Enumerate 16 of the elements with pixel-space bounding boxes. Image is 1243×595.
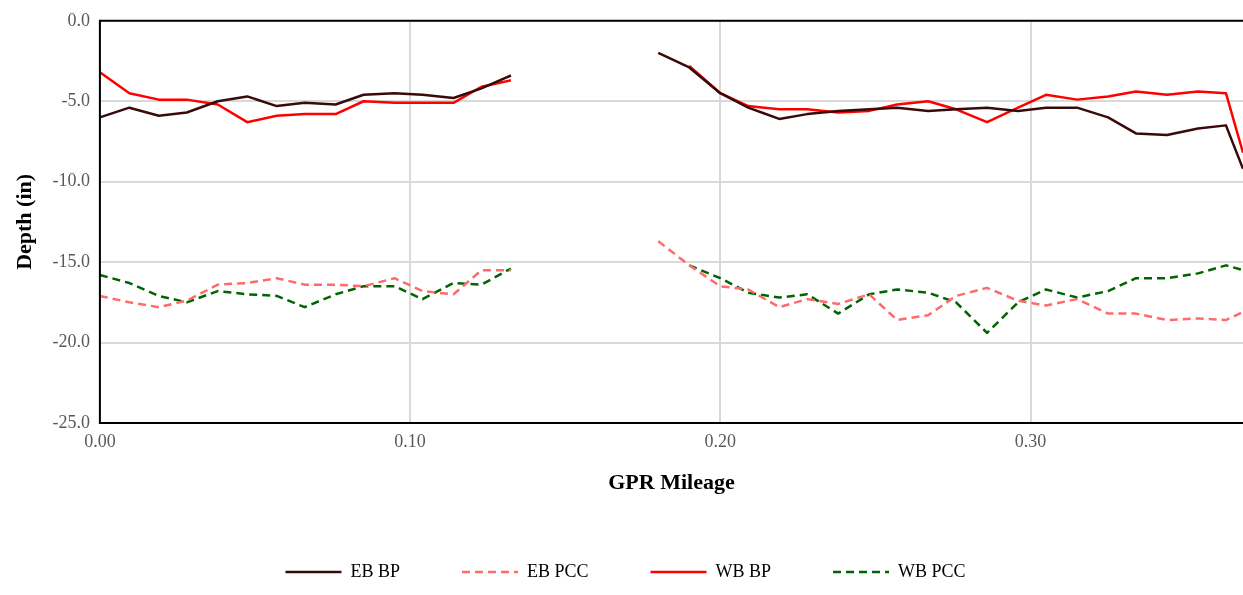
x-tick-label: 0.20 [704,430,737,451]
x-tick-label: 0.30 [1014,430,1047,451]
y-tick-label: -10.0 [52,170,90,191]
legend-label: WB PCC [898,560,966,581]
y-tick-label: 0.0 [67,9,90,30]
legend-label: EB BP [350,560,400,581]
x-axis-title: GPR Mileage [608,469,735,495]
y-tick-label: -25.0 [52,411,90,432]
y-axis-title: Depth (in) [10,173,36,270]
legend-label: WB BP [715,560,772,581]
y-tick-label: -15.0 [52,250,90,271]
legend-label: EB PCC [526,560,589,581]
y-tick-label: -20.0 [52,331,90,352]
y-tick-label: -5.0 [61,89,90,110]
x-tick-label: 0.00 [84,430,116,451]
x-tick-label: 0.10 [394,430,426,451]
